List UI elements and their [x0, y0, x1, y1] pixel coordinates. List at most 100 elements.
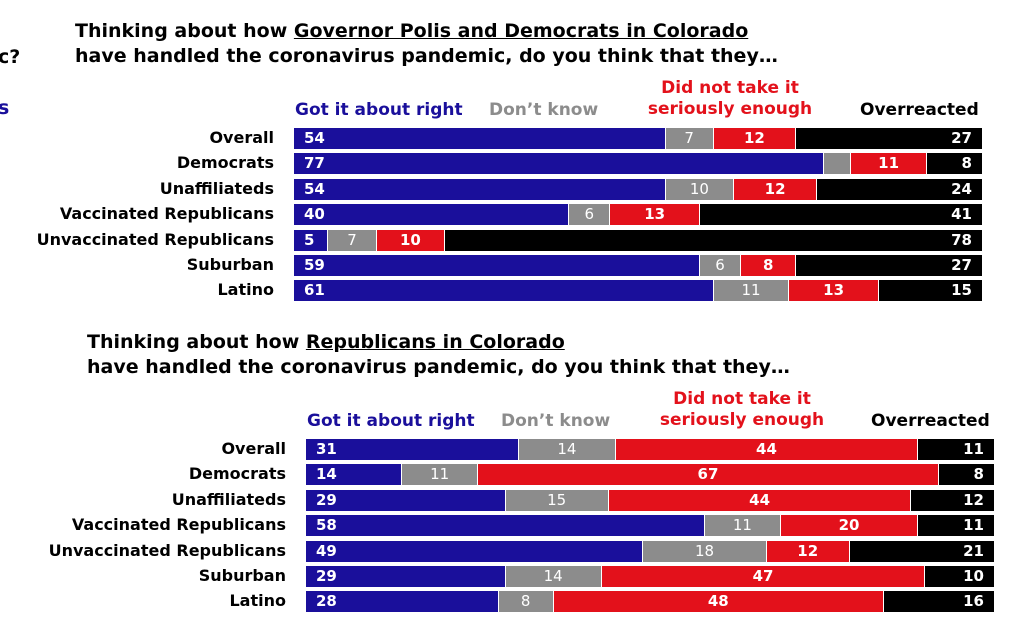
bar-segment-did-not-take-seriously: 67	[478, 464, 939, 486]
data-label: 28	[316, 592, 337, 611]
data-label: 8	[961, 154, 972, 173]
bar-segment-overreacted: 10	[925, 566, 994, 587]
data-label: 48	[707, 592, 729, 611]
row-label: Suburban	[198, 566, 286, 585]
chart-title: Thinking about how Governor Polis and De…	[75, 20, 778, 67]
row-label: Unaffiliateds	[171, 489, 286, 509]
data-label: 12	[963, 490, 984, 509]
legend-did-not-take-seriously: Did not take it seriously enough	[647, 78, 813, 119]
bar-segment-dont-know: 7	[665, 128, 714, 149]
bar-segment-got-it-about-right: 31	[306, 439, 520, 460]
bar-segment-got-it-about-right: 61	[294, 280, 714, 302]
bar-segment-did-not-take-seriously: 8	[741, 255, 797, 276]
bar-segment-did-not-take-seriously: 48	[553, 591, 884, 613]
data-label: 11	[741, 281, 761, 300]
data-label: 12	[764, 179, 786, 198]
data-label: 44	[756, 440, 777, 458]
bar-segment-did-not-take-seriously: 10	[376, 229, 446, 251]
legend-got-it-about-right: Got it about right	[307, 411, 475, 431]
bar-segment-overreacted: 11	[918, 439, 994, 460]
bar-segment-got-it-about-right: 29	[306, 566, 506, 587]
data-label: 15	[547, 490, 567, 509]
stacked-bar: 61 11 13 15	[294, 280, 982, 302]
bar-segment-overreacted: 21	[849, 540, 994, 562]
bar-segment-overreacted: 15	[878, 280, 982, 302]
data-label: 54	[304, 179, 325, 198]
bar-segment-got-it-about-right: 77	[294, 153, 824, 175]
bar-segment-did-not-take-seriously: 47	[601, 566, 926, 587]
stacked-bar: 14 11 67 8	[306, 464, 994, 486]
data-label: 54	[304, 129, 325, 147]
bar-segment-got-it-about-right: 59	[294, 255, 700, 276]
data-label: 31	[316, 440, 337, 458]
bar-segment-got-it-about-right: 28	[306, 591, 499, 613]
data-label: 27	[951, 129, 972, 147]
data-label: 11	[878, 154, 900, 173]
data-label: 44	[749, 490, 771, 509]
legend-got-it-about-right: Got it about right	[295, 100, 463, 120]
legend-overreacted: Overreacted	[860, 100, 979, 120]
row-label: Unaffiliateds	[159, 178, 274, 198]
row-label: Latino	[229, 591, 286, 611]
row-label: Unvaccinated Republicans	[48, 540, 286, 560]
bar-segment-dont-know: 7	[328, 229, 377, 251]
stacked-bar: 54 7 12 27	[294, 128, 982, 149]
data-label: 77	[304, 154, 325, 173]
row-label: Democrats	[188, 464, 286, 484]
data-label: 49	[316, 541, 337, 560]
bar-segment-overreacted: 16	[883, 591, 994, 613]
bar-segment-got-it-about-right: 29	[306, 489, 506, 511]
bar-segment-overreacted: 8	[926, 153, 982, 175]
bar-segment-did-not-take-seriously: 13	[610, 204, 700, 226]
data-label: 58	[316, 516, 337, 535]
bar-segment-dont-know: 6	[699, 255, 742, 276]
legend-did-not-take-seriously: Did not take it seriously enough	[659, 389, 825, 430]
bar-segment-did-not-take-seriously: 13	[789, 280, 879, 302]
data-label: 7	[347, 230, 357, 249]
bar-segment-overreacted: 27	[796, 128, 982, 149]
bar-segment-got-it-about-right: 54	[294, 128, 666, 149]
data-label: 61	[304, 281, 325, 300]
bar-segment-overreacted: 78	[445, 229, 982, 251]
row-label: Overall	[209, 128, 274, 147]
data-label: 15	[951, 281, 972, 300]
legend-overreacted: Overreacted	[871, 411, 990, 431]
bar-segment-got-it-about-right: 5	[294, 229, 329, 251]
bar-segment-dont-know: 11	[402, 464, 478, 486]
data-label: 10	[963, 567, 984, 585]
bar-segment-overreacted: 8	[938, 464, 994, 486]
bar-segment-did-not-take-seriously: 44	[615, 439, 919, 460]
data-label: 59	[304, 256, 325, 274]
data-label: 27	[951, 256, 972, 274]
data-label: 12	[744, 129, 765, 147]
row-label: Overall	[221, 439, 286, 458]
stacked-bar: 29 14 47 10	[306, 566, 994, 587]
data-label: 14	[557, 440, 577, 458]
data-label: 21	[963, 541, 984, 560]
row-label: Vaccinated Republicans	[59, 204, 274, 224]
stacked-bar: 31 14 44 11	[306, 439, 994, 460]
bar-segment-did-not-take-seriously: 20	[780, 515, 919, 537]
data-label: 14	[316, 465, 337, 484]
data-label: 14	[543, 567, 563, 585]
data-label: 11	[430, 465, 450, 484]
data-label: 11	[963, 440, 984, 458]
bar-segment-dont-know: 6	[569, 204, 611, 226]
data-label: 11	[963, 516, 984, 535]
bar-segment-dont-know: 14	[505, 566, 602, 587]
bar-segment-got-it-about-right: 58	[306, 515, 706, 537]
data-label: 18	[694, 541, 715, 560]
data-label: 29	[316, 567, 337, 585]
stacked-bar: 40 6 13 41	[294, 204, 982, 226]
bar-segment-did-not-take-seriously: 12	[713, 128, 797, 149]
bar-segment-got-it-about-right: 49	[306, 540, 644, 562]
stacked-bar: 29 15 44 12	[306, 489, 994, 511]
bar-segment-did-not-take-seriously: 12	[734, 178, 817, 200]
stacked-bar: 58 11 20 11	[306, 515, 994, 537]
bar-segment-dont-know: 11	[705, 515, 781, 537]
data-label: 8	[973, 465, 984, 484]
bar-segment-dont-know: 18	[643, 540, 767, 562]
stacked-bar: 59 6 8 27	[294, 255, 982, 276]
data-label: 24	[951, 179, 972, 198]
data-label: 16	[963, 592, 984, 611]
